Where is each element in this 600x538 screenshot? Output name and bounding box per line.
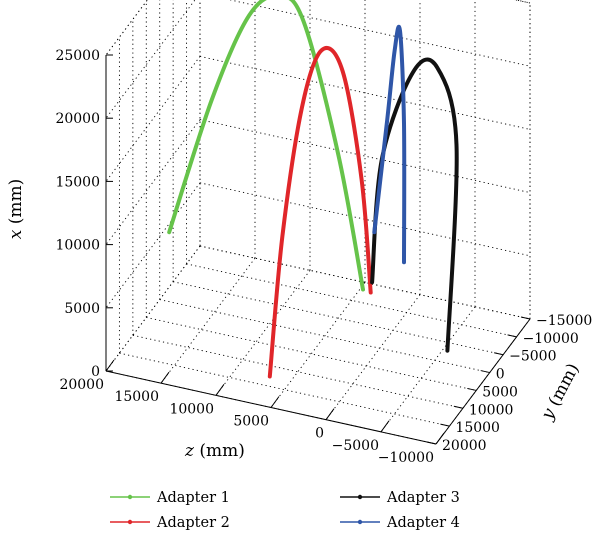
- grid-line: [119, 352, 450, 427]
- y-axis-line: [435, 318, 531, 445]
- y-tick-mark: [440, 423, 450, 427]
- grid-line: [105, 182, 201, 309]
- legend-item-adapter-1: Adapter 1: [110, 490, 230, 506]
- grid-line: [105, 245, 201, 372]
- legend-marker-adapter-1: [127, 494, 133, 500]
- grid-line: [380, 306, 476, 433]
- y-tick-mark: [507, 334, 517, 338]
- legend-label-adapter-2: Adapter 2: [156, 515, 230, 531]
- x-tick-label: 25000: [55, 48, 100, 64]
- y-tick-label: −5000: [509, 349, 556, 365]
- legend-marker-adapter-2: [127, 519, 133, 525]
- legend-marker-adapter-4: [357, 519, 363, 525]
- z-tick-mark: [215, 384, 225, 396]
- grid-line: [105, 0, 148, 56]
- grid-line: [215, 270, 311, 396]
- series-line-2: [267, 45, 373, 379]
- series-line-3: [370, 57, 459, 353]
- z-tick-label: 5000: [233, 414, 269, 430]
- y-tick-label: 0: [496, 367, 505, 383]
- y-tick-mark: [480, 370, 490, 374]
- z-tick-mark: [160, 371, 170, 384]
- z-tick-label: −5000: [332, 438, 379, 454]
- grid-line: [105, 56, 201, 182]
- grid-line: [160, 257, 256, 384]
- legend-label-adapter-3: Adapter 3: [386, 490, 460, 506]
- legend-label-adapter-1: Adapter 1: [156, 490, 230, 506]
- series-line-1: [167, 0, 365, 292]
- legend-item-adapter-3: Adapter 3: [340, 490, 460, 506]
- z-tick-mark: [270, 396, 280, 408]
- y-tick-label: −10000: [523, 331, 579, 347]
- y-tick-label: 10000: [469, 402, 514, 418]
- x-tick-label: 20000: [55, 111, 100, 127]
- legend-item-adapter-4: Adapter 4: [340, 515, 460, 531]
- y-tick-label: 20000: [442, 438, 487, 454]
- y-tick-mark: [453, 405, 463, 409]
- grid-line: [270, 282, 366, 408]
- grid-line: [199, 245, 531, 320]
- grid-line: [105, 0, 148, 56]
- axes-frame: [105, 54, 531, 445]
- z-tick-label: 20000: [59, 377, 104, 393]
- y-tick-mark: [494, 352, 504, 356]
- grid-line: [146, 316, 477, 391]
- series-line-4: [372, 24, 407, 265]
- z-tick-label: 10000: [169, 401, 214, 417]
- z-tick-label: 0: [315, 426, 324, 442]
- y-tick-label: −15000: [536, 313, 592, 329]
- grid-line: [325, 294, 421, 420]
- y-tick-mark: [426, 441, 437, 445]
- z-tick-label: 15000: [114, 389, 159, 405]
- z-tick-label: −10000: [378, 450, 434, 466]
- z-tick-mark: [380, 420, 390, 433]
- y-tick-label: 5000: [482, 384, 518, 400]
- grid-line: [132, 334, 463, 409]
- x-axis-label: x (mm): [6, 179, 26, 240]
- z-axis-label: z (mm): [184, 441, 245, 461]
- z-tick-mark: [105, 359, 115, 372]
- z-tick-mark: [435, 432, 445, 445]
- y-tick-mark: [520, 316, 531, 320]
- legend-label-adapter-4: Adapter 4: [386, 515, 460, 531]
- x-tick-label: 15000: [55, 174, 100, 190]
- y-tick-label: 15000: [455, 420, 500, 436]
- grid-line: [199, 55, 531, 130]
- z-tick-mark: [325, 408, 335, 420]
- tick-labels: 0500010000150002000025000200001500010000…: [55, 48, 592, 466]
- legend-marker-adapter-3: [357, 494, 363, 500]
- grid-line: [199, 119, 531, 194]
- grid-line: [228, 0, 531, 67]
- x-tick-label: 10000: [55, 238, 100, 254]
- y-tick-mark: [467, 387, 477, 391]
- x-tick-label: 5000: [64, 301, 100, 317]
- y-axis-label: y (mm): [537, 360, 584, 424]
- grid-line: [105, 0, 196, 119]
- legend: Adapter 1 Adapter 2 Adapter 3 Adapter 4: [110, 490, 460, 531]
- x-tick-label: 0: [91, 364, 100, 380]
- legend-item-adapter-2: Adapter 2: [110, 515, 230, 531]
- grid-line: [199, 182, 531, 257]
- series-lines: [167, 0, 459, 379]
